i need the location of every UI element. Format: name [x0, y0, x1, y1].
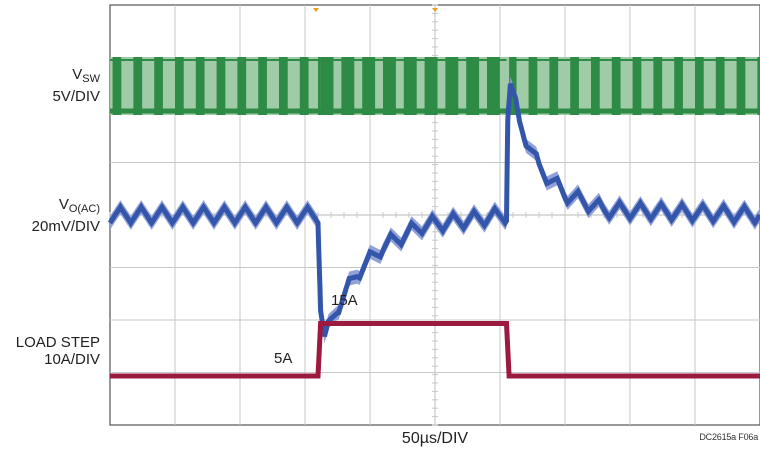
vsw-pulse [362, 57, 376, 115]
vsw-pulse [195, 57, 205, 115]
vsw-pulse [632, 57, 642, 115]
vsw-pulse [403, 57, 417, 115]
vsw-pulse [736, 57, 746, 115]
vsw-pulse [528, 57, 538, 115]
vsw-pulse [299, 57, 309, 115]
vout-name: VO(AC) [58, 196, 100, 215]
vsw-scale: 5V/DIV [52, 88, 100, 105]
vsw-pulse [133, 57, 143, 115]
vsw-pulse [424, 57, 438, 115]
vsw-label: VSW 5V/DIV [10, 66, 100, 105]
x-axis-label: 50µs/DIV [401, 430, 469, 447]
vout-envelope [110, 76, 760, 344]
trigger-marker-1 [313, 8, 319, 12]
vsw-pulse [570, 57, 579, 115]
vsw-pulse [653, 57, 663, 115]
vsw-pulse [674, 57, 683, 115]
vsw-pulse [466, 57, 480, 115]
vsw-pulse [445, 57, 459, 115]
vsw-pulse [154, 57, 163, 115]
vsw-pulse [216, 57, 226, 115]
vsw-pulse [112, 57, 122, 115]
vsw-pulse [279, 57, 288, 115]
vsw-pulse [715, 57, 725, 115]
vsw-pulse [237, 57, 247, 115]
load-name: LOAD STEP [15, 334, 100, 351]
vout-label: VO(AC) 20mV/DIV [5, 196, 100, 235]
vsw-transient-edge [318, 57, 321, 115]
load-label: LOAD STEP 10A/DIV [0, 334, 100, 368]
load-scale: 10A/DIV [44, 351, 100, 368]
vsw-pulse [175, 57, 184, 115]
vsw-name: VSW [72, 66, 100, 85]
load-step-line [110, 321, 760, 379]
vout-scale: 20mV/DIV [31, 218, 100, 235]
figure-code: DC2615a F06a [699, 432, 758, 442]
trace-vout [107, 76, 760, 344]
vsw-pulse [487, 57, 500, 115]
vsw-pulse [757, 57, 760, 115]
vsw-pulse [549, 57, 559, 115]
vout-line [107, 82, 760, 337]
trace-load-step [110, 321, 760, 379]
vsw-pulse [591, 57, 600, 115]
vsw-pulse [341, 57, 355, 115]
vsw-pulse [383, 57, 396, 115]
vsw-pulse [320, 57, 334, 115]
vsw-pulse [611, 57, 621, 115]
vsw-pulse [695, 57, 704, 115]
vsw-pulse [258, 57, 267, 115]
annotation-5a: 5A [274, 350, 293, 367]
trigger-marker-2 [432, 8, 438, 12]
annotation-15a: 15A [331, 292, 358, 309]
trace-vsw [110, 57, 760, 115]
